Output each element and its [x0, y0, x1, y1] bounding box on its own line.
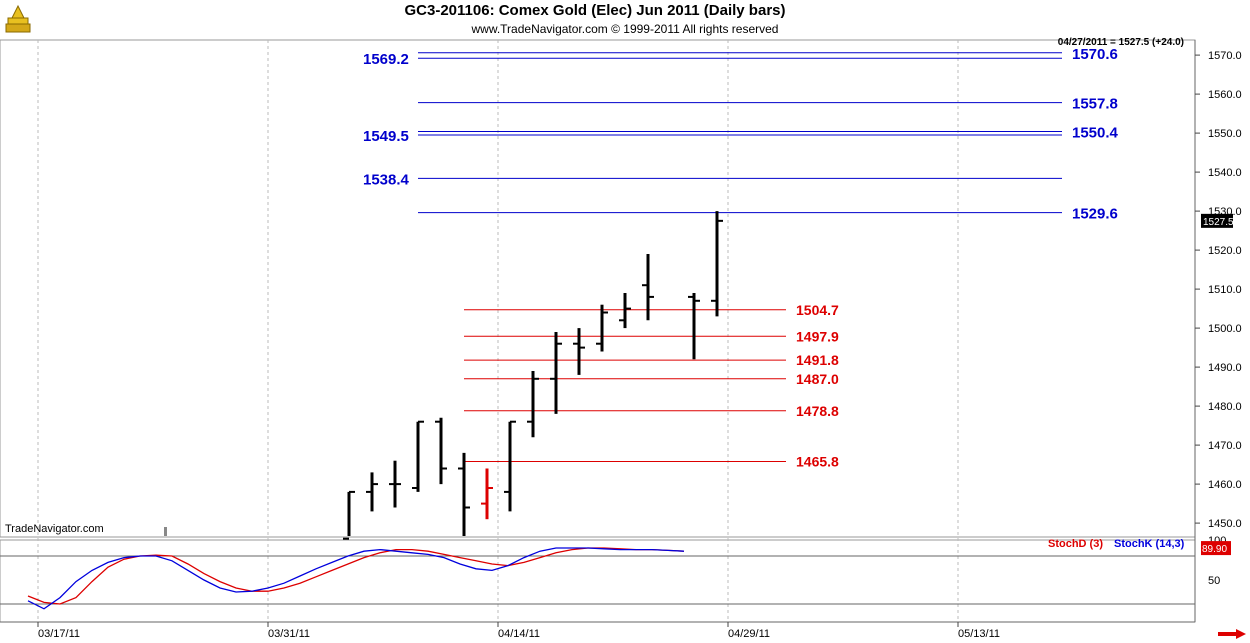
ohlc-bar: [596, 304, 608, 352]
support-level-label: 1491.8: [796, 352, 839, 368]
stoch-badge-text: 89.90: [1202, 544, 1227, 555]
price-tick-label: 1470.0: [1208, 440, 1242, 452]
date-tick-label: 04/14/11: [498, 628, 540, 640]
resistance-level-label: 1538.4: [363, 171, 410, 188]
price-levels: 1570.6 1569.2 1557.8 1550.4 1549.5 1538.4 1529…: [363, 46, 1119, 470]
price-axis: 1450.0 1460.0 1470.0 1480.0 1490.0 1500.0 1510…: [1195, 50, 1242, 530]
price-tick-label: 1450.0: [1208, 518, 1242, 530]
stoch-badge: [1201, 541, 1231, 556]
resistance-level-label: 1570.6: [1072, 46, 1118, 63]
ohlc-bar: [504, 420, 516, 512]
chart-title: GC3-201106: Comex Gold (Elec) Jun 2011 (…: [404, 2, 786, 19]
ohlc-bar: [389, 460, 401, 508]
brand-label: TradeNavigator.com: [5, 523, 104, 535]
price-tick-label: 1570.0: [1208, 50, 1242, 62]
support-level-label: 1465.8: [796, 453, 839, 469]
ohlc-bar: [642, 254, 654, 321]
support-level-label: 1497.9: [796, 328, 839, 344]
legend-stochd: StochD (3): [1048, 538, 1103, 550]
ohlc-bar: [527, 371, 539, 438]
date-axis: 03/17/11 03/31/11 04/14/11 04/29/11 05/13/11: [37, 622, 1000, 640]
last-price-readout: 04/27/2011 = 1527.5 (+24.0): [1057, 37, 1184, 48]
resistance-level-label: 1549.5: [363, 128, 409, 145]
date-tick-label: 03/31/11: [268, 628, 310, 640]
ohlc-bar: [343, 490, 355, 540]
ohlc-bar: [711, 211, 723, 317]
last-price-badge-text: 1527.5: [1203, 217, 1234, 228]
stoch-panel-frame: [0, 539, 1196, 623]
support-level-label: 1478.8: [796, 403, 839, 419]
ohlc-bar: [619, 293, 631, 329]
price-tick-label: 1540.0: [1208, 167, 1242, 179]
resistance-level-label: 1569.2: [363, 51, 409, 68]
scroll-right-icon[interactable]: [1218, 629, 1246, 639]
chart-grid: [0, 39, 1196, 623]
price-panel-frame: [0, 39, 1196, 538]
resistance-level-label: 1529.6: [1072, 206, 1118, 223]
support-level-label: 1487.0: [796, 371, 839, 387]
ohlc-bars: [343, 211, 723, 540]
legend-stochk: StochK (14,3): [1114, 538, 1185, 550]
ohlc-bar: [366, 472, 378, 512]
date-tick-label: 05/13/11: [958, 628, 1000, 640]
scroll-marker: [164, 527, 167, 536]
ohlc-bar: [481, 468, 493, 520]
price-tick-label: 1510.0: [1208, 284, 1242, 296]
ohlc-bar: [412, 420, 424, 492]
price-tick-label: 1490.0: [1208, 362, 1242, 374]
trade-navigator-logo: [5, 4, 31, 33]
price-tick-label: 1560.0: [1208, 89, 1242, 101]
ohlc-bar: [688, 293, 700, 360]
price-tick-label: 1480.0: [1208, 401, 1242, 413]
resistance-level-label: 1557.8: [1072, 96, 1118, 113]
chart-subtitle: www.TradeNavigator.com © 1999-2011 All r…: [471, 22, 779, 36]
support-level-label: 1504.7: [796, 302, 839, 318]
price-tick-label: 1520.0: [1208, 245, 1242, 257]
ohlc-bar: [573, 328, 585, 375]
ohlc-bar: [550, 332, 562, 414]
price-tick-label: 1550.0: [1208, 128, 1242, 140]
price-tick-label: 1460.0: [1208, 479, 1242, 491]
date-tick-label: 03/17/11: [38, 628, 80, 640]
price-tick-label: 1500.0: [1208, 323, 1242, 335]
ohlc-bar: [458, 452, 470, 536]
resistance-level-label: 1550.4: [1072, 125, 1119, 142]
ohlc-bar: [435, 417, 447, 485]
stoch-tick-label: 50: [1208, 575, 1220, 587]
last-price-badge: [1201, 213, 1233, 228]
stochk-series-line: [27, 547, 685, 610]
date-tick-label: 04/29/11: [728, 628, 770, 640]
